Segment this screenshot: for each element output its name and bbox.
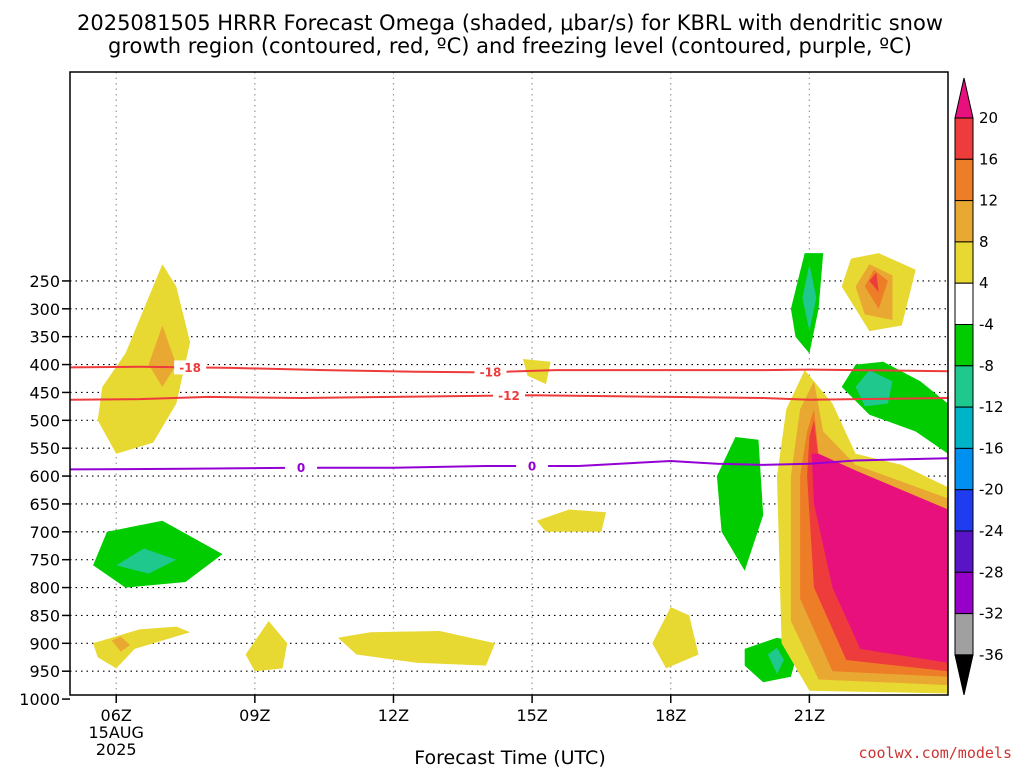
y-tick-label-850: 850 [29, 606, 60, 625]
colorbar-bin-3 [954, 200, 974, 243]
x-tick-label-15Z: 15Z [516, 706, 547, 725]
colorbar: 20 16 12 8 4 -4 -8 -12 -16 -20 -24 -28 -32 -36 [954, 77, 1004, 696]
contour-label-bg-2-1 [516, 459, 549, 474]
colorbar-label-6: -8 [979, 357, 994, 375]
y-tick-label-750: 750 [29, 551, 60, 570]
omega-region-6 [245, 621, 288, 672]
omega-region-4 [93, 626, 191, 669]
contour-label-bg-2-0 [285, 460, 318, 475]
omega-region-1 [148, 325, 177, 387]
y-tick-label-900: 900 [29, 634, 60, 653]
y-tick-label-950: 950 [29, 662, 60, 681]
plot-area: -18 -18 -12 0 0 [70, 72, 948, 695]
colorbar-label-4: 4 [979, 274, 989, 292]
colorbar-label-5: -4 [979, 316, 994, 334]
contour-line-1 [70, 394, 948, 401]
x-date-year: 2025 [96, 740, 137, 759]
x-tick-label-06Z: 06Z [101, 706, 132, 725]
colorbar-label-9: -20 [979, 481, 1004, 499]
y-tick-label-600: 600 [29, 467, 60, 486]
contour-label-2-1: 0 [528, 460, 536, 474]
x-tick-label-21Z: 21Z [794, 706, 825, 725]
chart-title-line2: growth region (contoured, red, ºC) and f… [108, 34, 912, 58]
colorbar-bin-2 [954, 158, 974, 202]
x-tick-label-09Z: 09Z [239, 706, 270, 725]
contour-label-0-0: -18 [179, 361, 201, 375]
omega-region-7 [338, 631, 496, 666]
y-tick-label-350: 350 [29, 328, 60, 347]
y-tick-label-500: 500 [29, 411, 60, 430]
colorbar-label-1: 16 [979, 150, 998, 168]
y-tick-label-700: 700 [29, 523, 60, 542]
contour-line-0 [70, 365, 948, 374]
x-date-day: 15AUG [88, 723, 143, 742]
omega-region-13 [767, 647, 784, 674]
omega-region-5 [111, 636, 131, 652]
colorbar-bin-5 [954, 282, 974, 326]
x-tick-label-18Z: 18Z [655, 706, 686, 725]
y-tick-label-1000: 1000 [19, 690, 60, 709]
omega-region-3 [116, 548, 177, 574]
plot-inner: -18 -18 -12 0 0 [70, 72, 948, 695]
x-axis-label: Forecast Time (UTC) [414, 747, 605, 768]
colorbar-label-0: 20 [979, 109, 998, 127]
colorbar-label-12: -32 [979, 605, 1004, 623]
colorbar-label-8: -16 [979, 439, 1004, 457]
contour-label-0-1: -18 [480, 366, 502, 380]
plot-frame [69, 71, 949, 696]
contour-label-2-0: 0 [297, 461, 305, 475]
colorbar-bin-13 [954, 613, 974, 656]
contour-label-bg-0-1 [474, 365, 507, 380]
colorbar-bin-7 [954, 365, 974, 408]
y-tick-label-400: 400 [29, 356, 60, 375]
colorbar-label-11: -28 [979, 563, 1004, 581]
omega-region-19 [869, 272, 879, 293]
y-tick-label-450: 450 [29, 383, 60, 402]
omega-region-0 [97, 264, 191, 454]
colorbar-label-2: 12 [979, 192, 998, 210]
colorbar-bin-11 [954, 530, 974, 573]
omega-region-21 [855, 370, 893, 407]
colorbar-bin-10 [954, 489, 974, 532]
y-tick-label-250: 250 [29, 272, 60, 291]
omega-region-15 [802, 264, 817, 332]
x-tick-label-12Z: 12Z [378, 706, 409, 725]
contour-label-bg-1-0 [493, 388, 525, 403]
colorbar-bin-bottom [954, 654, 974, 696]
colorbar-label-7: -12 [979, 398, 1004, 416]
y-tick-label-300: 300 [29, 300, 60, 319]
contour-line-2 [70, 457, 948, 471]
colorbar-bin-6 [954, 324, 974, 367]
colorbar-bin-top [954, 77, 974, 119]
omega-region-10 [652, 607, 699, 669]
colorbar-bin-9 [954, 447, 974, 491]
credit-link[interactable]: coolwx.com/models [858, 744, 1012, 762]
omega-region-11 [716, 437, 764, 571]
colorbar-label-10: -24 [979, 522, 1004, 540]
colorbar-bin-1 [954, 117, 974, 160]
y-tick-label-800: 800 [29, 579, 60, 598]
omega-region-26 [811, 453, 948, 663]
chart-title-line1: 2025081505 HRRR Forecast Omega (shaded, … [77, 11, 943, 35]
y-tick-label-650: 650 [29, 495, 60, 514]
contour-label-1-0: -12 [498, 389, 520, 403]
omega-region-20 [841, 361, 948, 454]
omega-region-9 [536, 509, 606, 532]
colorbar-label-13: -36 [979, 646, 1004, 664]
colorbar-label-3: 8 [979, 233, 989, 251]
colorbar-bin-4 [954, 241, 974, 284]
contour-label-bg-0-0 [174, 360, 207, 375]
colorbar-bin-12 [954, 571, 974, 615]
colorbar-bin-8 [954, 406, 974, 449]
y-tick-label-550: 550 [29, 439, 60, 458]
